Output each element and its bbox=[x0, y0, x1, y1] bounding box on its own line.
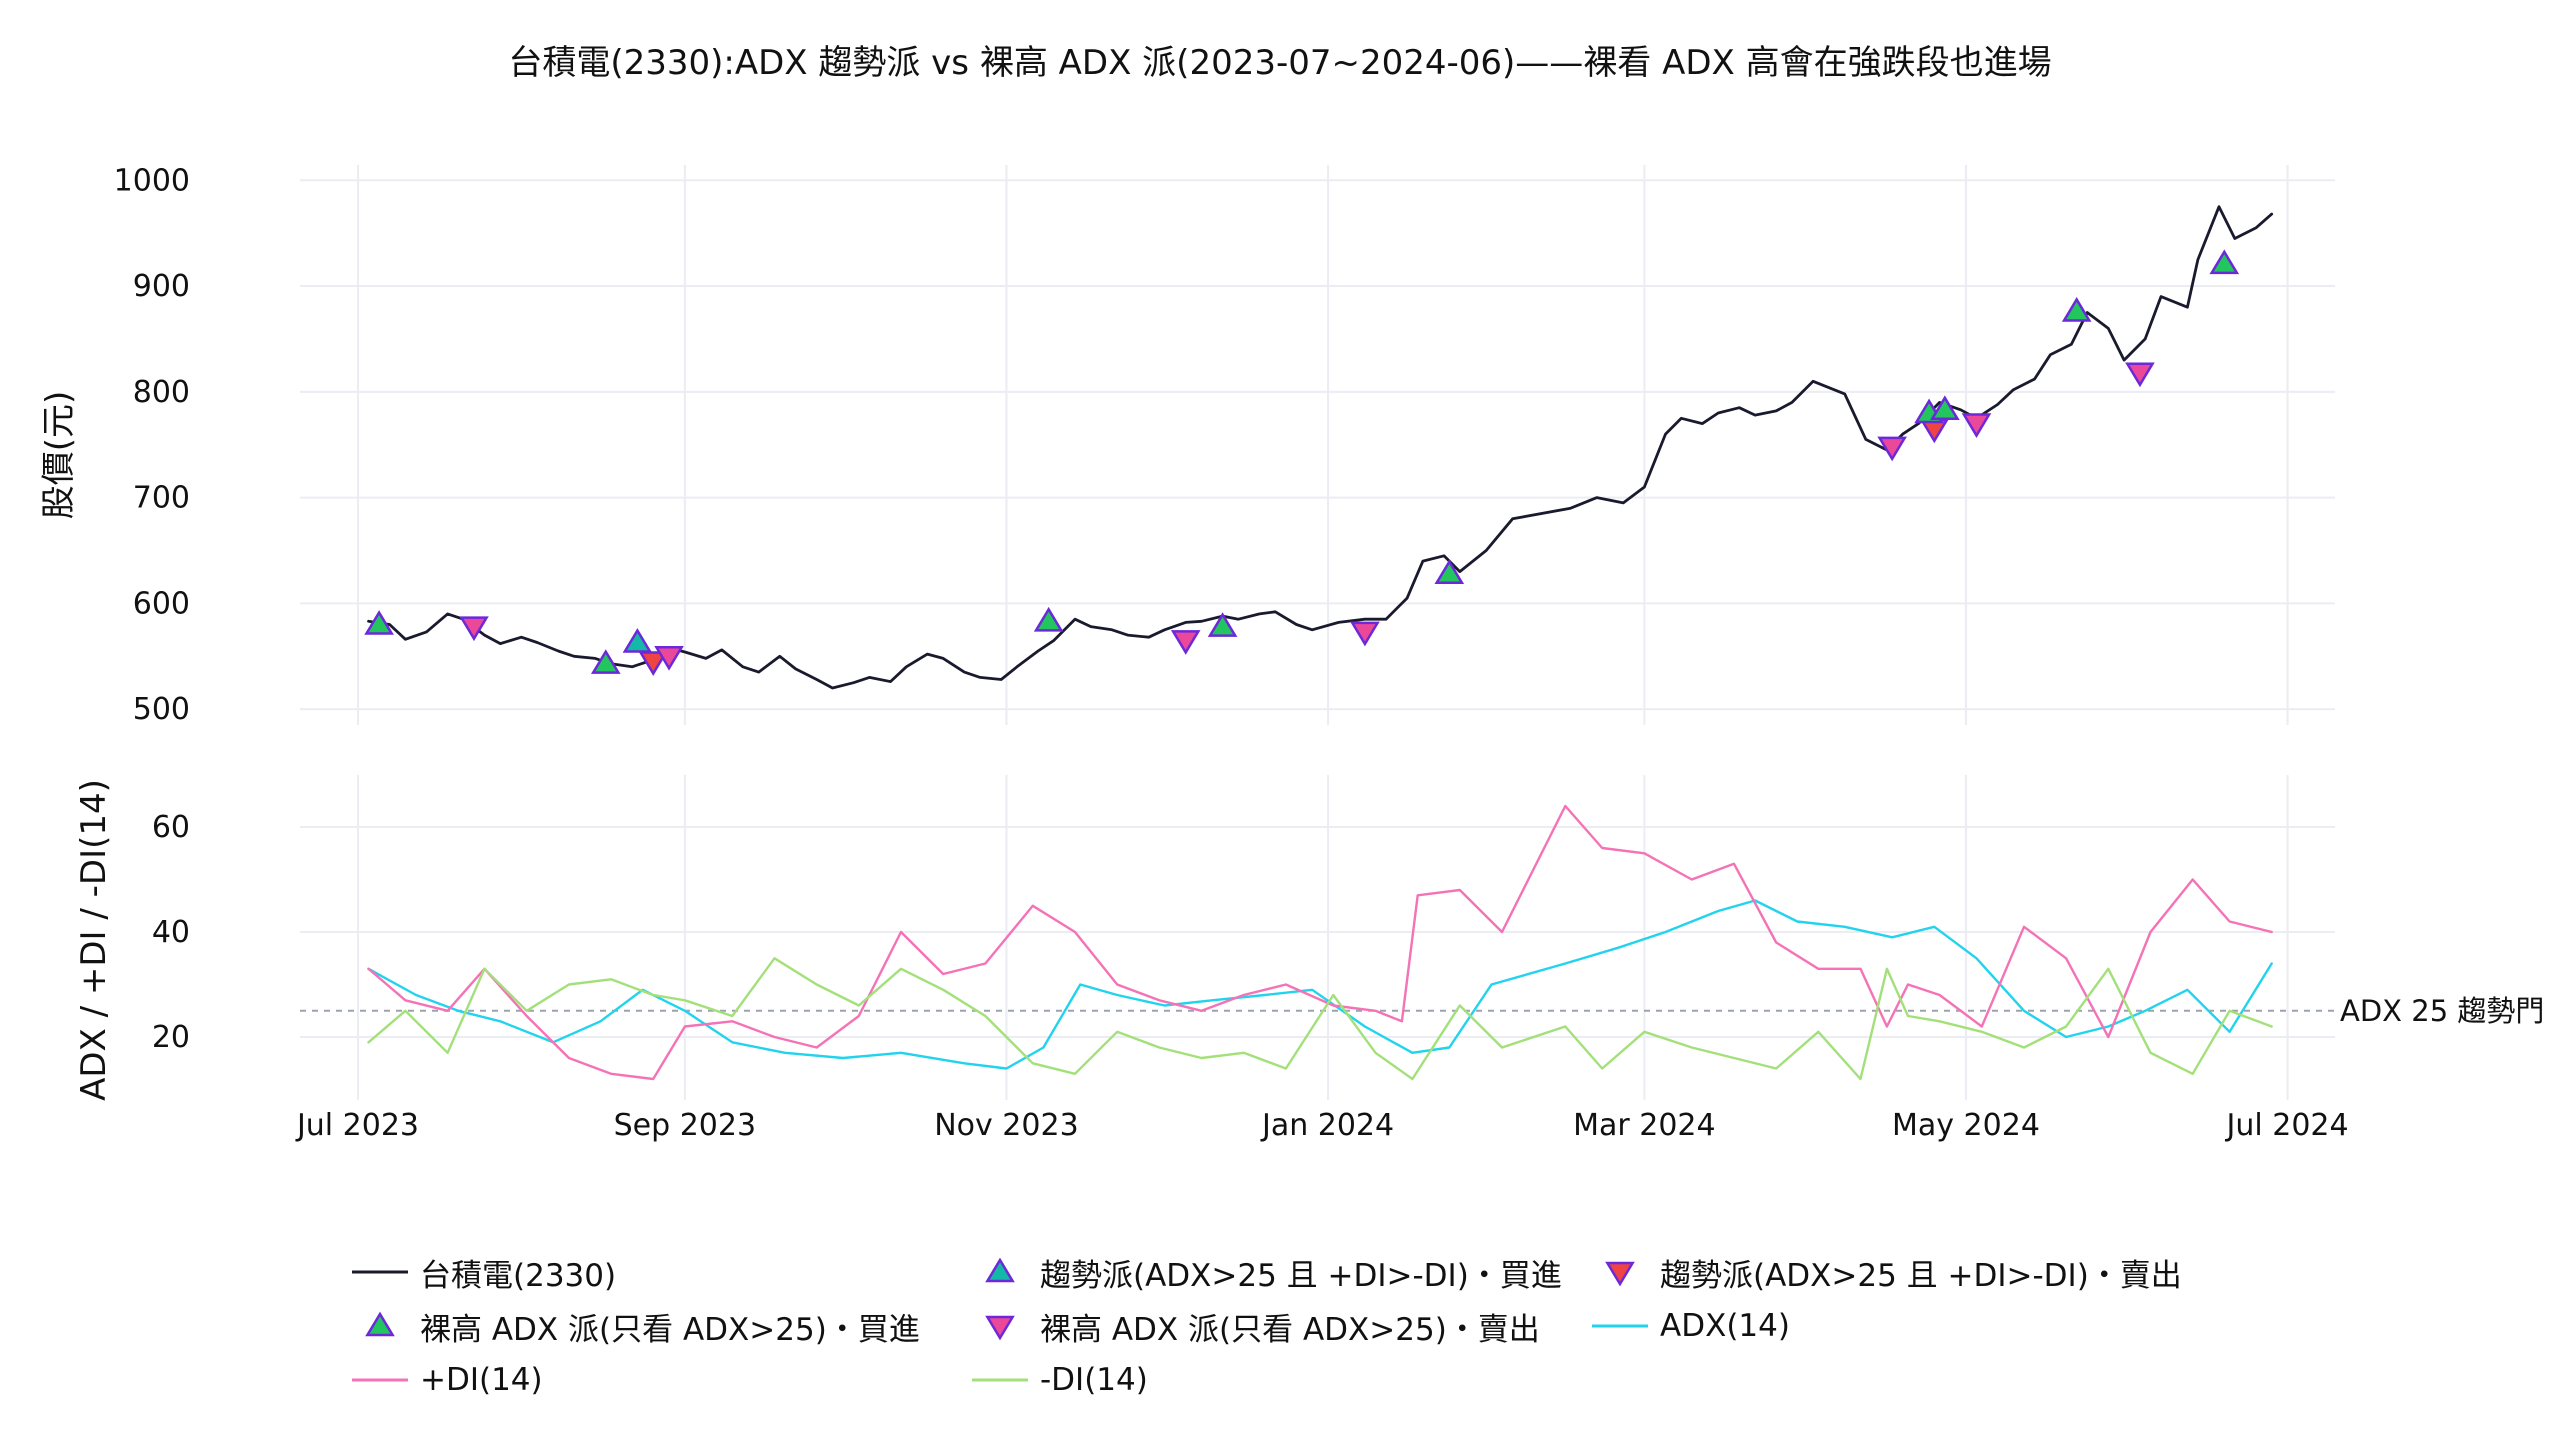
legend-symbol-pdi bbox=[352, 1378, 408, 1382]
legend-item-price[interactable]: 台積電(2330) bbox=[350, 1252, 970, 1294]
marker-naive_buy bbox=[1930, 395, 1960, 421]
legend-symbol-mdi bbox=[972, 1378, 1028, 1382]
marker-naive_sell bbox=[2125, 362, 2155, 388]
adx-threshold-label: ADX 25 趨勢門 bbox=[2340, 994, 2544, 1028]
legend-marker bbox=[985, 1257, 1015, 1283]
x-tick-label: Nov 2023 bbox=[934, 1108, 1078, 1143]
x-tick-label: Jul 2023 bbox=[295, 1108, 419, 1143]
price-panel: 500 600 700 800 900 1000 股價(元) bbox=[39, 163, 2335, 727]
series-line-mdi bbox=[367, 957, 2273, 1081]
legend-symbol-naive_sell bbox=[985, 1315, 1015, 1341]
legend-item-naive_sell[interactable]: 裸高 ADX 派(只看 ADX>25)・賣出 bbox=[970, 1306, 1590, 1348]
marker-naive_buy bbox=[1207, 612, 1238, 637]
legend-item-mdi[interactable]: -DI(14) bbox=[970, 1360, 1590, 1400]
legend-symbol-naive_buy bbox=[365, 1311, 395, 1337]
marker-naive_buy bbox=[590, 649, 621, 674]
legend-label: 裸高 ADX 派(只看 ADX>25)・賣出 bbox=[1040, 1311, 1540, 1348]
legend-label: -DI(14) bbox=[1040, 1362, 1148, 1398]
legend-symbol-trend_sell bbox=[1605, 1261, 1635, 1287]
legend-symbol-price bbox=[352, 1270, 408, 1274]
marker-trend_sell bbox=[638, 651, 669, 676]
marker-naive_sell bbox=[1877, 436, 1907, 462]
price-grid bbox=[300, 165, 2335, 725]
price-y-label: 股價(元) bbox=[39, 391, 79, 520]
signal-markers bbox=[364, 249, 2240, 676]
marker-naive_buy bbox=[1434, 559, 1465, 584]
series-line-price bbox=[367, 205, 2274, 690]
legend-item-adx[interactable]: ADX(14) bbox=[1590, 1306, 2210, 1346]
marker-trend_buy bbox=[622, 628, 653, 653]
indicator-panel: 20 40 60 ADX / +DI / -DI(14) ADX 25 趨勢門 Ju… bbox=[74, 775, 2544, 1143]
marker-naive_sell bbox=[654, 646, 684, 671]
x-tick-label: Jan 2024 bbox=[1260, 1108, 1394, 1143]
marker-naive_sell bbox=[1961, 413, 1992, 438]
price-y-tick-label: 500 bbox=[133, 692, 190, 727]
marker-naive_buy bbox=[1033, 606, 1064, 632]
legend-item-naive_buy[interactable]: 裸高 ADX 派(只看 ADX>25)・買進 bbox=[350, 1306, 970, 1348]
marker-naive_sell bbox=[1350, 621, 1380, 647]
chart-title: 台積電(2330):ADX 趨勢派 vs 裸高 ADX 派(2023-07~20… bbox=[508, 43, 2051, 83]
legend-label: 裸高 ADX 派(只看 ADX>25)・買進 bbox=[420, 1311, 920, 1348]
marker-naive_buy bbox=[2061, 297, 2092, 322]
indicator-y-label: ADX / +DI / -DI(14) bbox=[74, 779, 114, 1101]
price-y-tick-label: 900 bbox=[133, 269, 190, 304]
marker-naive_sell bbox=[1170, 630, 1201, 655]
legend: 台積電(2330) 趨勢派(ADX>25 且 +DI>-DI)・買進 趨勢派(ADX… bbox=[350, 1252, 2250, 1400]
series-line-adx bbox=[367, 899, 2273, 1070]
indicator-y-tick-label: 40 bbox=[152, 915, 190, 950]
indicator-y-tick-label: 60 bbox=[152, 810, 190, 845]
legend-label: +DI(14) bbox=[420, 1362, 543, 1398]
legend-marker bbox=[1605, 1261, 1635, 1287]
indicator-y-ticks: 20 40 60 bbox=[152, 810, 190, 1055]
legend-item-pdi[interactable]: +DI(14) bbox=[350, 1360, 970, 1400]
marker-naive_buy bbox=[364, 610, 394, 635]
price-y-tick-label: 1000 bbox=[114, 163, 190, 198]
indicator-grid bbox=[300, 775, 2335, 1100]
marker-naive_buy bbox=[2209, 249, 2240, 275]
legend-label: 趨勢派(ADX>25 且 +DI>-DI)・買進 bbox=[1040, 1257, 1562, 1294]
legend-label: 台積電(2330) bbox=[420, 1257, 617, 1294]
price-y-ticks: 500 600 700 800 900 1000 bbox=[114, 163, 190, 727]
price-y-tick-label: 600 bbox=[133, 586, 190, 621]
legend-symbol-adx bbox=[1592, 1324, 1648, 1328]
x-tick-label: Sep 2023 bbox=[614, 1108, 756, 1143]
legend-marker bbox=[365, 1311, 395, 1337]
legend-marker bbox=[985, 1315, 1015, 1341]
x-axis-ticks: Jul 2023 Sep 2023 Nov 2023 Jan 2024 Mar 2024… bbox=[295, 1108, 2349, 1143]
legend-label: 趨勢派(ADX>25 且 +DI>-DI)・賣出 bbox=[1660, 1257, 2182, 1294]
legend-item-trend_buy[interactable]: 趨勢派(ADX>25 且 +DI>-DI)・買進 bbox=[970, 1252, 1590, 1294]
x-tick-label: May 2024 bbox=[1892, 1108, 2040, 1143]
price-y-tick-label: 800 bbox=[133, 375, 190, 410]
price-lines bbox=[367, 205, 2274, 690]
x-tick-label: Mar 2024 bbox=[1573, 1108, 1716, 1143]
series-line-pdi bbox=[367, 804, 2273, 1081]
legend-item-trend_sell[interactable]: 趨勢派(ADX>25 且 +DI>-DI)・賣出 bbox=[1590, 1252, 2210, 1294]
x-tick-label: Jul 2024 bbox=[2225, 1108, 2349, 1143]
marker-naive_sell bbox=[459, 616, 489, 642]
price-y-tick-label: 700 bbox=[133, 481, 190, 516]
legend-label: ADX(14) bbox=[1660, 1308, 1790, 1344]
legend-symbol-trend_buy bbox=[985, 1257, 1015, 1283]
indicator-y-tick-label: 20 bbox=[152, 1020, 190, 1055]
indicator-lines bbox=[367, 804, 2273, 1081]
